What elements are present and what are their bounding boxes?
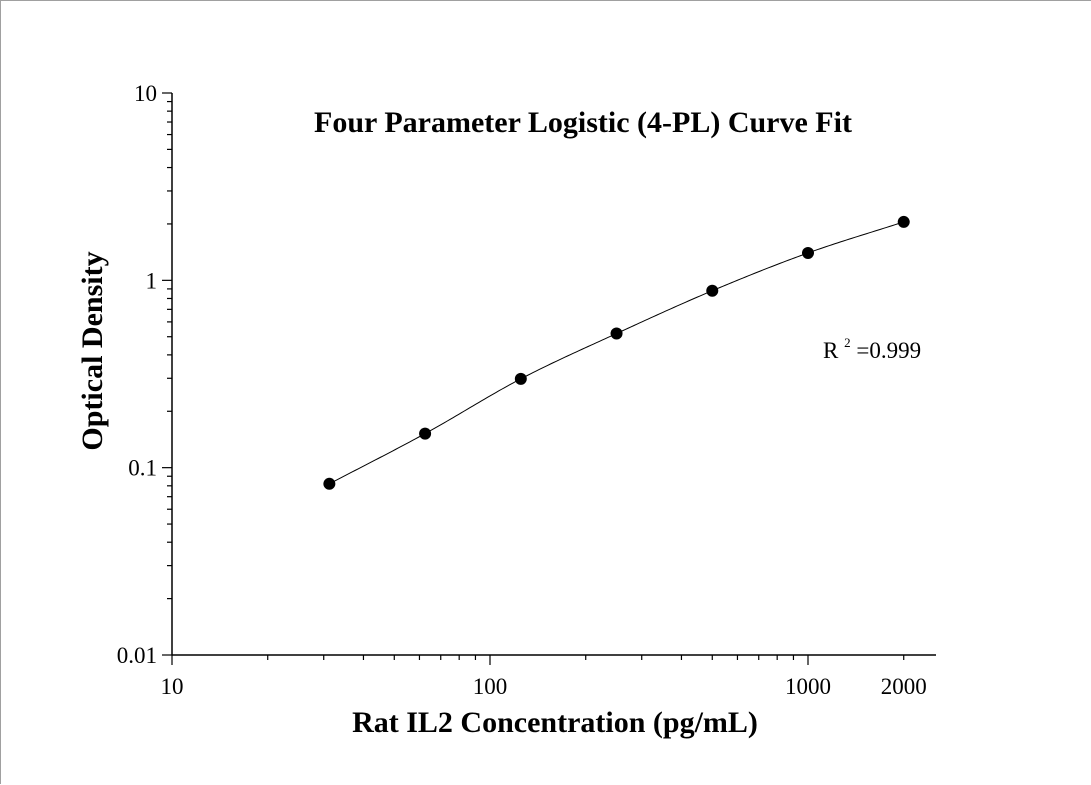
x-tick-label: 100 <box>473 674 508 699</box>
data-point <box>706 284 719 297</box>
x-tick-labels: 10 100 1000 2000 <box>161 674 927 699</box>
y-tick-label: 0.1 <box>128 456 157 481</box>
r-squared-value: =0.999 <box>856 338 921 363</box>
chart-title: Four Parameter Logistic (4-PL) Curve Fit <box>314 106 852 139</box>
y-tick-label: 10 <box>134 81 157 106</box>
y-axis-label: Optical Density <box>76 251 109 450</box>
x-tick-label: 2000 <box>881 674 927 699</box>
r-squared-superscript: 2 <box>844 335 851 350</box>
data-points <box>323 215 910 490</box>
data-point <box>897 215 910 228</box>
data-point <box>610 327 623 340</box>
y-tick-label: 1 <box>146 268 158 293</box>
data-point <box>802 246 814 259</box>
fit-curve-line <box>329 221 904 485</box>
x-ticks <box>171 655 905 665</box>
x-tick-label: 10 <box>161 674 184 699</box>
x-tick-label: 1000 <box>785 674 831 699</box>
y-ticks <box>162 92 172 656</box>
r-squared-annotation: R 2 =0.999 <box>823 327 921 363</box>
x-axis-label: Rat IL2 Concentration (pg/mL) <box>352 706 758 739</box>
y-tick-label: 0.01 <box>117 643 157 668</box>
data-point <box>419 427 432 440</box>
r-squared-base: R <box>823 338 839 363</box>
axes <box>171 93 936 656</box>
y-tick-labels: 10 1 0.1 0.01 <box>117 81 157 668</box>
data-point <box>323 477 336 490</box>
data-point <box>514 372 527 385</box>
